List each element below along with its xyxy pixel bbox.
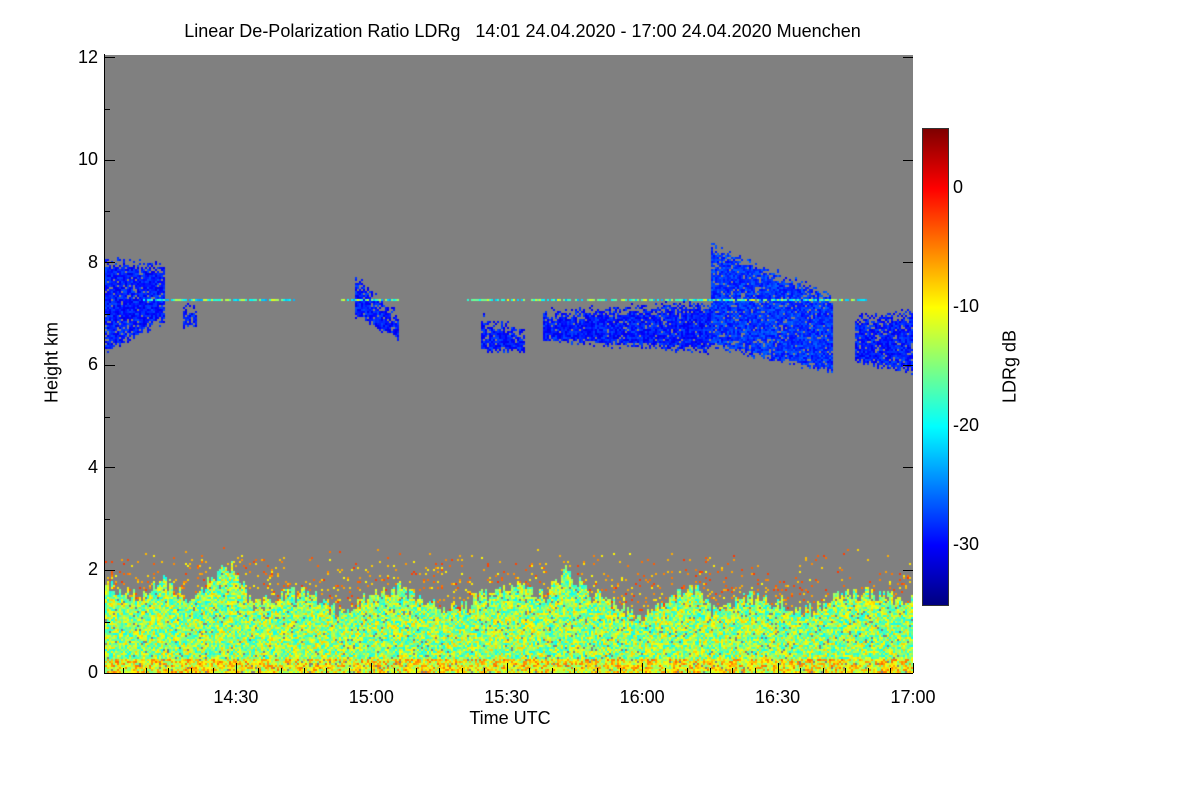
x-minor-tick	[574, 668, 576, 673]
x-minor-tick	[890, 668, 892, 673]
y-tick-right	[903, 159, 913, 161]
x-minor-tick	[281, 668, 283, 673]
x-minor-tick	[213, 668, 215, 673]
y-tick-right	[903, 467, 913, 469]
y-tick	[105, 467, 115, 469]
colorbar	[922, 128, 949, 606]
y-tick	[105, 159, 115, 161]
y-tick-right	[903, 262, 913, 264]
y-tick-right	[903, 364, 913, 366]
x-tick-label: 16:30	[755, 687, 801, 707]
x-tick	[913, 663, 914, 673]
y-tick	[105, 364, 115, 366]
y-tick-label: 6	[87, 354, 98, 375]
x-tick-label: 14:30	[213, 687, 259, 707]
x-tick	[235, 663, 237, 673]
colorbar-tick-label: 0	[953, 176, 964, 197]
x-minor-tick	[190, 668, 192, 673]
x-minor-tick	[303, 668, 305, 673]
x-minor-tick	[529, 668, 531, 673]
x-minor-tick	[484, 668, 486, 673]
y-tick-right	[903, 672, 913, 674]
y-tick-right	[903, 569, 913, 571]
x-minor-tick	[800, 668, 802, 673]
y-tick	[105, 57, 115, 59]
plot-area	[105, 55, 913, 673]
x-tick-label: 15:30	[484, 687, 530, 707]
y-tick-label: 10	[77, 149, 98, 170]
x-tick	[506, 663, 508, 673]
x-minor-tick	[258, 668, 260, 673]
x-minor-tick	[168, 668, 170, 673]
x-minor-tick	[123, 668, 125, 673]
y-minor-tick	[105, 621, 110, 623]
x-tick-label: 17:00	[890, 687, 936, 707]
y-axis-label: Height km	[41, 321, 62, 404]
x-minor-tick	[619, 668, 621, 673]
y-tick	[105, 262, 115, 264]
colorbar-tick-label: -30	[953, 533, 980, 554]
x-tick-label: 15:00	[348, 687, 394, 707]
y-tick-right	[903, 57, 913, 59]
x-minor-tick	[845, 668, 847, 673]
x-minor-tick	[732, 668, 734, 673]
x-tick	[642, 663, 644, 673]
colorbar-tick-label: -20	[953, 414, 980, 435]
x-minor-tick	[551, 668, 553, 673]
x-minor-tick	[822, 668, 824, 673]
y-minor-tick	[105, 108, 110, 110]
y-minor-tick	[105, 416, 110, 418]
y-tick-label: 8	[87, 251, 98, 272]
x-minor-tick	[439, 668, 441, 673]
y-tick	[105, 569, 115, 571]
x-minor-tick	[867, 668, 869, 673]
x-minor-tick	[664, 668, 666, 673]
y-tick-label: 4	[87, 456, 98, 477]
y-tick-label: 0	[87, 662, 98, 682]
y-tick	[105, 672, 115, 674]
y-tick-label: 2	[87, 559, 98, 580]
x-minor-tick	[755, 668, 756, 673]
x-minor-tick	[416, 668, 418, 673]
x-minor-tick	[326, 668, 328, 673]
x-minor-tick	[145, 668, 147, 673]
colorbar-label: LDRg dB	[999, 329, 1020, 404]
x-minor-tick	[461, 668, 463, 673]
x-tick-label: 16:00	[619, 687, 665, 707]
x-minor-tick	[687, 668, 689, 673]
x-minor-tick	[348, 668, 350, 673]
heatmap-canvas	[105, 55, 913, 673]
chart-title: Linear De-Polarization Ratio LDRg 14:01 …	[184, 21, 861, 41]
y-tick-label: 12	[77, 46, 98, 67]
x-axis-label: Time UTC	[469, 708, 551, 728]
x-minor-tick	[597, 668, 599, 673]
y-minor-tick	[105, 313, 110, 315]
colorbar-tick-label: -10	[953, 295, 980, 316]
y-minor-tick	[105, 211, 110, 213]
x-tick	[777, 663, 779, 673]
x-minor-tick	[709, 668, 711, 673]
y-minor-tick	[105, 519, 110, 521]
x-minor-tick	[393, 668, 395, 673]
x-tick	[371, 663, 373, 673]
